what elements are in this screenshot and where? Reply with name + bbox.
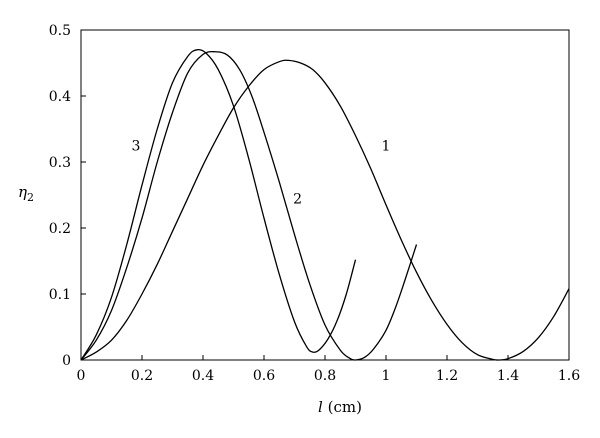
x-axis-label: l (cm) (318, 398, 362, 416)
y-tick-label: 0.5 (49, 23, 71, 39)
y-tick-label: 0.2 (49, 221, 71, 237)
curve-label-2: 2 (293, 191, 302, 207)
x-tick-label: 1.2 (436, 368, 458, 384)
x-tick-label: 0.4 (192, 368, 214, 384)
curve-2 (80, 50, 418, 361)
curve-1 (80, 59, 570, 361)
x-tick-label: 1.4 (497, 368, 519, 384)
x-tick-label: 0 (77, 368, 86, 384)
x-tick-labels: 0 0.2 0.4 0.6 0.8 1 1.2 1.4 1.6 (77, 368, 581, 384)
x-tick-label: 1 (382, 368, 391, 384)
curve-label-3: 3 (131, 139, 140, 155)
x-tick-label: 0.8 (314, 368, 336, 384)
plot-frame (80, 29, 570, 361)
curve-3 (80, 48, 357, 361)
curve-labels: 1 2 3 (131, 139, 390, 208)
y-tick-label: 0.1 (49, 287, 71, 303)
tick-marks (80, 29, 570, 361)
curves (80, 48, 570, 361)
y-tick-label: 0 (62, 353, 71, 369)
y-tick-labels: 0 0.1 0.2 0.3 0.4 0.5 (49, 23, 71, 369)
x-tick-label: 1.6 (558, 368, 580, 384)
curve-label-1: 1 (382, 139, 391, 155)
x-tick-label: 0.2 (131, 368, 153, 384)
y-tick-label: 0.3 (49, 155, 71, 171)
y-tick-label: 0.4 (49, 89, 71, 105)
x-tick-label: 0.6 (253, 368, 275, 384)
y-axis-label: η2 (18, 183, 34, 204)
